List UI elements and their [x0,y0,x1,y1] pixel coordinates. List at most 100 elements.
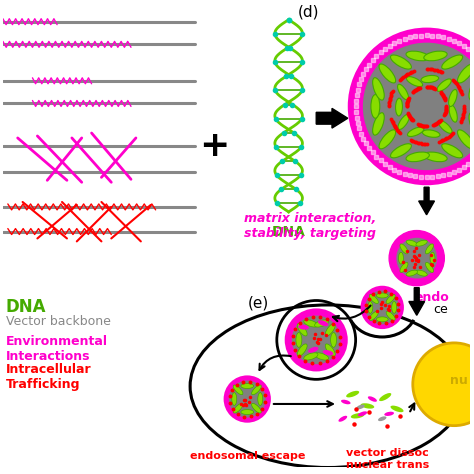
Ellipse shape [373,78,384,100]
Ellipse shape [384,412,394,416]
Ellipse shape [297,324,307,336]
Circle shape [285,309,348,372]
Ellipse shape [378,416,386,421]
Ellipse shape [421,75,438,82]
Ellipse shape [379,130,396,149]
Ellipse shape [368,301,373,313]
Ellipse shape [358,411,367,416]
Ellipse shape [258,392,263,405]
Ellipse shape [469,78,474,100]
Ellipse shape [304,320,318,327]
Ellipse shape [406,152,429,162]
Ellipse shape [469,113,474,135]
Circle shape [361,286,404,329]
Ellipse shape [351,413,365,419]
Ellipse shape [406,270,418,276]
Ellipse shape [399,252,403,264]
Ellipse shape [368,396,377,402]
Ellipse shape [437,79,451,91]
Text: endosomal escape: endosomal escape [190,451,305,461]
Ellipse shape [424,51,447,61]
Text: Environmental
Interactions: Environmental Interactions [6,335,108,363]
Ellipse shape [448,90,457,107]
Ellipse shape [395,98,402,116]
FancyArrow shape [316,109,348,128]
Circle shape [366,291,399,324]
Ellipse shape [426,263,434,273]
Circle shape [224,375,271,423]
Ellipse shape [426,244,434,254]
Ellipse shape [442,144,463,158]
Ellipse shape [379,64,396,83]
Circle shape [348,27,474,185]
Ellipse shape [391,406,403,412]
Ellipse shape [325,324,335,336]
Ellipse shape [298,325,309,329]
Ellipse shape [391,55,411,69]
Text: endo: endo [415,291,449,304]
Ellipse shape [457,64,474,83]
Ellipse shape [233,385,243,395]
Text: vector dissoc
nuclear trans: vector dissoc nuclear trans [346,448,429,470]
Text: matrix interaction,
stability, targeting: matrix interaction, stability, targeting [244,212,376,240]
Ellipse shape [424,152,447,162]
Ellipse shape [379,393,392,401]
Ellipse shape [442,55,463,69]
Circle shape [397,238,437,278]
Ellipse shape [376,293,388,298]
Ellipse shape [371,95,380,118]
Text: nu: nu [450,374,468,387]
Circle shape [413,343,474,426]
Ellipse shape [376,317,388,322]
FancyArrow shape [409,288,425,315]
Ellipse shape [233,403,243,413]
Text: Intracellular
Trafficking: Intracellular Trafficking [6,363,91,391]
Ellipse shape [400,244,408,254]
Ellipse shape [296,333,302,347]
Ellipse shape [369,311,378,320]
Ellipse shape [416,240,427,246]
Ellipse shape [398,114,410,129]
Ellipse shape [449,105,457,122]
Text: DNA: DNA [6,298,46,316]
Ellipse shape [252,403,261,413]
Ellipse shape [252,385,261,395]
Ellipse shape [369,294,378,303]
Ellipse shape [406,51,429,61]
Ellipse shape [314,353,328,360]
Text: +: + [200,129,230,163]
Ellipse shape [361,403,374,409]
Ellipse shape [346,391,359,397]
Ellipse shape [330,333,337,347]
Ellipse shape [406,240,418,246]
Circle shape [364,43,474,170]
Ellipse shape [356,404,365,410]
Ellipse shape [438,120,452,133]
Circle shape [389,230,444,286]
Ellipse shape [386,294,395,303]
Ellipse shape [338,416,347,422]
Ellipse shape [241,410,254,415]
Ellipse shape [416,270,427,276]
FancyArrow shape [419,187,435,215]
Text: DNA: DNA [272,225,306,238]
Text: (d): (d) [298,5,319,20]
Ellipse shape [400,263,408,273]
Ellipse shape [341,400,351,404]
Circle shape [229,381,265,417]
Ellipse shape [391,144,411,158]
Ellipse shape [406,77,423,87]
Text: Vector backbone: Vector backbone [6,315,111,328]
Ellipse shape [392,301,397,313]
Ellipse shape [241,383,254,389]
Ellipse shape [422,130,440,137]
Ellipse shape [386,311,395,320]
Ellipse shape [323,350,333,356]
Ellipse shape [232,392,237,405]
Ellipse shape [430,252,435,264]
Ellipse shape [304,353,318,360]
Ellipse shape [318,320,328,326]
Ellipse shape [308,347,319,353]
Ellipse shape [457,130,474,149]
Text: ce: ce [434,303,448,317]
